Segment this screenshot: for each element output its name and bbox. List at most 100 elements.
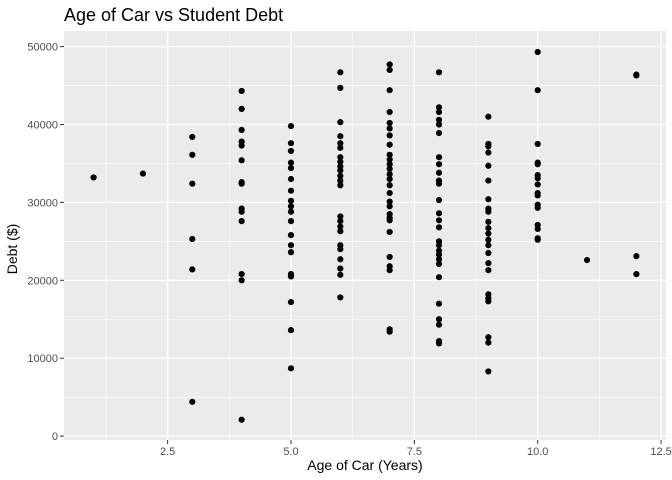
data-point [337, 140, 344, 147]
data-point [435, 300, 443, 307]
data-point [287, 299, 295, 306]
data-point [287, 147, 295, 155]
data-point [534, 192, 541, 199]
data-point [189, 151, 196, 158]
data-point [238, 217, 245, 225]
data-point [435, 169, 443, 176]
data-point [485, 113, 492, 120]
data-point [534, 225, 541, 232]
x-axis: 2.5 5.0 7.5 10.0 12.5 [160, 440, 672, 458]
data-point [337, 271, 344, 278]
data-point [485, 260, 492, 267]
data-point [337, 217, 344, 225]
y-axis-title: Debt ($) [4, 224, 20, 275]
data-point [337, 144, 344, 151]
data-point [485, 149, 492, 156]
data-point [287, 217, 295, 225]
data-point [386, 165, 393, 172]
data-point [633, 72, 640, 79]
data-point [633, 270, 640, 278]
data-point [287, 187, 295, 194]
data-point [238, 180, 245, 187]
data-point [534, 236, 541, 243]
data-point [238, 157, 245, 164]
data-point [337, 69, 344, 76]
data-point [386, 328, 393, 335]
data-point [287, 159, 295, 166]
data-point [435, 260, 443, 268]
x-tick-label: 2.5 [160, 446, 175, 458]
y-tick-label: 0 [52, 431, 58, 443]
data-point [485, 267, 492, 274]
chart-title: Age of Car vs Student Debt [64, 5, 283, 25]
data-point [386, 151, 393, 158]
y-tick-label: 20000 [27, 275, 58, 287]
data-points [90, 48, 640, 423]
data-point [435, 210, 443, 217]
data-point [386, 253, 393, 261]
data-point [337, 294, 344, 301]
data-point [435, 121, 443, 128]
data-point [435, 256, 443, 263]
data-point [238, 270, 245, 278]
data-point [435, 316, 443, 323]
data-point [485, 242, 492, 249]
data-point [386, 175, 393, 183]
data-point [337, 119, 344, 126]
data-point [189, 133, 196, 141]
y-tick-label: 30000 [27, 197, 58, 209]
data-point [485, 249, 492, 257]
data-point [386, 267, 393, 274]
data-point [386, 61, 393, 68]
data-point [287, 273, 295, 280]
data-point [633, 253, 640, 260]
data-point [435, 129, 443, 137]
data-point [485, 177, 492, 184]
data-point [337, 158, 344, 165]
data-point [287, 242, 295, 249]
data-point [337, 228, 344, 235]
data-point [238, 208, 245, 215]
data-point [337, 133, 344, 140]
data-point [238, 142, 245, 149]
plot-panel-background [64, 31, 666, 440]
x-tick-label: 5.0 [283, 446, 298, 458]
data-point [485, 162, 492, 169]
y-tick-label: 40000 [27, 119, 58, 131]
data-point [534, 87, 541, 94]
data-point [435, 242, 443, 249]
data-point [139, 170, 147, 177]
data-point [485, 368, 492, 375]
data-point [287, 327, 295, 334]
data-point [287, 203, 295, 210]
data-point [238, 416, 245, 423]
data-point [337, 167, 344, 174]
data-point [287, 249, 295, 256]
data-point [386, 228, 393, 236]
data-point [90, 174, 97, 181]
data-point [583, 256, 591, 264]
data-point [287, 365, 295, 372]
data-point [287, 175, 295, 183]
data-point [485, 236, 492, 243]
data-point [386, 198, 393, 205]
data-point [386, 203, 393, 210]
data-point [337, 213, 344, 220]
data-point [238, 126, 245, 134]
data-point [238, 277, 245, 284]
data-point [435, 69, 443, 76]
y-axis: 0 10000 20000 30000 40000 50000 [27, 42, 64, 443]
data-point [287, 140, 295, 147]
data-point [435, 251, 443, 258]
data-point [386, 161, 393, 168]
data-point [534, 181, 541, 188]
data-point [189, 266, 196, 273]
data-point [337, 172, 344, 180]
data-point [485, 339, 492, 346]
data-point [386, 141, 393, 148]
data-point [386, 189, 393, 197]
data-point [189, 235, 196, 243]
data-point [386, 171, 393, 178]
data-point [238, 105, 245, 113]
